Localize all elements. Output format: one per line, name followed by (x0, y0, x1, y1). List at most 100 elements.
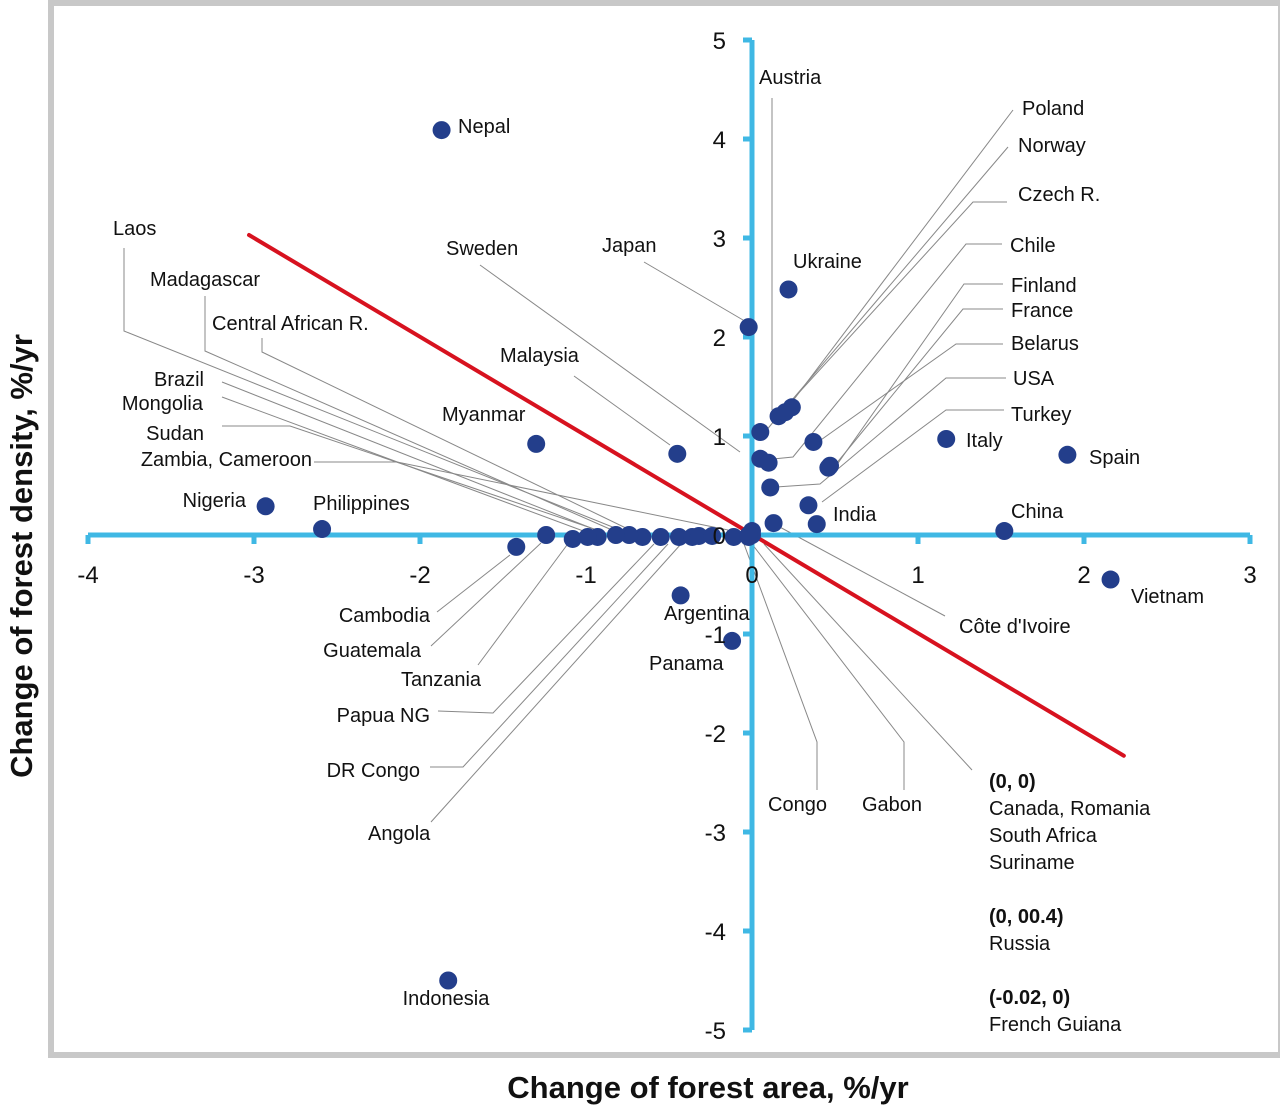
data-point (432, 121, 451, 140)
annotation-heading: (0, 0) (989, 771, 1036, 793)
point-label: Turkey (1011, 404, 1071, 426)
point-label: Panama (649, 653, 724, 675)
annotation-line: Canada, Romania (989, 798, 1151, 820)
y-tick-label: 5 (713, 28, 726, 55)
leader-line (764, 201, 1007, 433)
leader-line (785, 146, 1009, 408)
data-point (1101, 570, 1120, 589)
point-label: Nepal (458, 116, 510, 138)
y-tick-label: 4 (713, 127, 726, 154)
annotation-line: Russia (989, 933, 1051, 955)
trend-line-group (247, 233, 1126, 758)
leader-line (430, 543, 669, 768)
data-point (671, 586, 690, 605)
leader-line (123, 248, 621, 531)
leader-line (430, 543, 682, 823)
leader-line (817, 343, 1003, 443)
data-point (668, 444, 687, 463)
annotation-heading: (-0.02, 0) (989, 987, 1070, 1009)
leader-line (573, 375, 671, 446)
leader-line (772, 243, 1002, 460)
data-point (689, 526, 708, 545)
annotation-heading: (0, 00.4) (989, 906, 1063, 928)
point-label: Sudan (146, 423, 204, 445)
data-point (739, 526, 758, 544)
point-label: Indonesia (403, 988, 491, 1010)
point-label: Cambodia (339, 605, 431, 627)
point-label: Tanzania (401, 669, 482, 691)
data-point (703, 526, 722, 545)
point-label: Angola (368, 823, 431, 845)
tick-labels: -4 -3 -2 -1 0 1 2 3 5 4 3 2 1 0 -1 -2 -3 -4 -5 (77, 28, 1256, 1045)
data-point (751, 423, 770, 442)
y-tick-label: 2 (713, 325, 726, 352)
point-label: Japan (602, 235, 657, 257)
data-point (776, 403, 795, 422)
point-label: Laos (113, 218, 156, 240)
annotation-line: South Africa (989, 825, 1098, 847)
data-point (724, 527, 743, 546)
data-point (739, 318, 758, 337)
x-tick-label: 0 (745, 562, 758, 589)
leader-line (751, 543, 905, 790)
point-label: Madagascar (150, 269, 260, 291)
leader-line (221, 381, 597, 531)
point-label: China (1011, 501, 1064, 523)
leader-line (437, 543, 655, 714)
data-point (995, 522, 1014, 541)
x-tick-label: -1 (575, 562, 596, 589)
data-point (578, 527, 597, 546)
data-point (799, 496, 818, 515)
data-point (804, 432, 823, 451)
point-label: Czech R. (1018, 184, 1100, 206)
data-point (937, 429, 956, 448)
point-label: Malaysia (500, 345, 580, 367)
data-point (606, 526, 625, 544)
leader-line (643, 261, 744, 321)
point-label: Italy (966, 430, 1003, 452)
data-point (620, 526, 639, 544)
leader-line (261, 338, 631, 531)
annotation-line: Suriname (989, 852, 1075, 874)
point-label: Central African R. (212, 313, 369, 335)
leader-line (314, 461, 729, 531)
point-label: USA (1013, 368, 1055, 390)
y-tick-label: 0 (713, 523, 726, 550)
data-point (651, 527, 670, 546)
data-point (313, 520, 332, 539)
data-point (821, 456, 840, 475)
data-point (527, 434, 546, 453)
point-label: Philippines (313, 493, 410, 515)
point-label: Nigeria (183, 490, 247, 512)
x-tick-label: 2 (1077, 562, 1090, 589)
point-label: Sweden (446, 238, 518, 260)
y-tick-label: -1 (705, 622, 726, 649)
point-label: France (1011, 300, 1073, 322)
x-tick-label: 3 (1243, 562, 1256, 589)
leader-line (430, 542, 542, 647)
y-tick-label: 3 (713, 226, 726, 253)
point-label: Vietnam (1131, 586, 1204, 608)
data-point (507, 537, 526, 556)
trend-line (247, 233, 1126, 758)
x-tick-label: 1 (911, 562, 924, 589)
x-tick-label: -2 (409, 562, 430, 589)
leader-line (479, 264, 741, 453)
leader-line (791, 109, 1014, 403)
data-point (256, 497, 275, 516)
point-label: Argentina (664, 603, 750, 625)
point-label: Ukraine (793, 251, 862, 273)
leader-line (436, 554, 511, 613)
data-point (723, 631, 742, 650)
x-tick-label: -4 (77, 562, 98, 589)
point-label: Mongolia (122, 393, 204, 415)
x-tick-label: -3 (243, 562, 264, 589)
data-point (563, 529, 582, 548)
leader-line (835, 283, 1003, 467)
point-label: Côte d'Ivoire (959, 616, 1071, 638)
point-label: Austria (759, 67, 822, 89)
point-labels: Nepal Indonesia Nigeria Philippines Myanmar M… (113, 67, 1204, 1010)
y-axis-title: Change of forest density, %/yr (4, 334, 39, 778)
data-points (256, 121, 1120, 990)
